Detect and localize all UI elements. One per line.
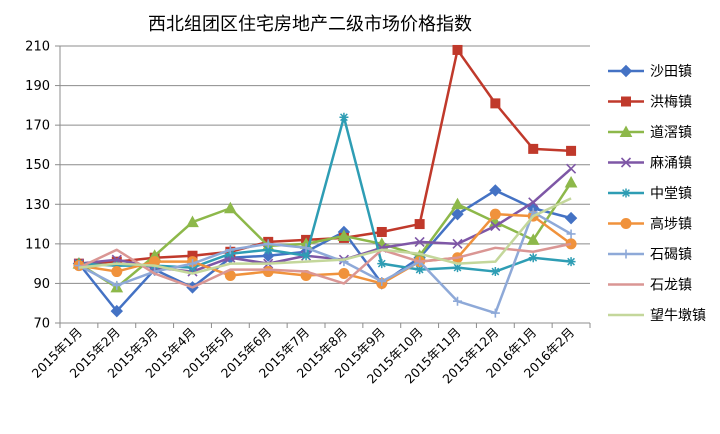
legend-item-2: 道滘镇: [608, 125, 692, 141]
legend-marker-1: [621, 96, 631, 107]
legend-item-4: 中堂镇: [608, 186, 692, 202]
legend-marker-0: [619, 64, 633, 78]
data-point-1-9: [414, 219, 425, 230]
data-point-6-6: [301, 243, 311, 253]
legend-item-1: 洪梅镇: [608, 95, 692, 111]
data-point-1-13: [566, 145, 577, 156]
data-point-5-11: [489, 208, 501, 220]
legend-label-8: 望牛墩镇: [650, 308, 706, 324]
data-point-6-1: [112, 280, 122, 290]
legend-marker-4: [621, 188, 631, 198]
legend-marker-3: [620, 157, 632, 168]
data-point-4-8: [377, 259, 387, 269]
data-point-2-7: [337, 229, 351, 241]
series-7: [78, 242, 572, 289]
data-point-4-13: [566, 257, 576, 267]
data-point-0-13: [564, 211, 578, 225]
y-tick-label-130: 130: [25, 198, 50, 213]
data-point-3-10: [452, 238, 463, 249]
data-point-0-11: [489, 184, 502, 197]
y-tick-label-170: 170: [25, 119, 50, 134]
legend-item-6: 石碣镇: [608, 247, 692, 263]
y-tick-label-190: 190: [25, 79, 50, 94]
axes: [55, 45, 591, 328]
series-line-6: [78, 210, 572, 315]
series-line-8: [78, 197, 572, 275]
legend-item-3: 麻涌镇: [608, 156, 692, 172]
chart-title: 西北组团区住宅房地产二级市场价格指数: [148, 14, 472, 35]
data-point-1-10: [452, 44, 463, 55]
data-point-6-11: [490, 308, 500, 318]
data-point-6-5: [263, 239, 273, 249]
data-point-4-6: [301, 251, 311, 261]
data-point-1-12: [528, 143, 539, 154]
legend-label-3: 麻涌镇: [650, 156, 692, 172]
data-point-2-10: [451, 197, 464, 210]
data-point-1-11: [490, 98, 501, 109]
data-point-3-12: [528, 197, 539, 208]
data-point-5-7: [338, 268, 350, 280]
legend-item-7: 石龙镇: [608, 278, 692, 294]
data-point-2-3: [186, 215, 199, 228]
data-point-2-13: [564, 175, 578, 188]
data-point-4-11: [490, 267, 500, 277]
y-tick-label-70: 70: [33, 317, 50, 332]
data-point-2-12: [526, 233, 540, 245]
data-point-3-13: [566, 163, 577, 174]
legend-label-1: 洪梅镇: [650, 95, 692, 111]
legend-label-4: 中堂镇: [650, 186, 692, 202]
legend-item-0: 沙田镇: [608, 64, 692, 80]
legend-marker-5: [620, 218, 632, 229]
series-line-3: [78, 167, 572, 273]
y-tick-label-210: 210: [25, 40, 50, 55]
series-line-5: [78, 212, 572, 285]
legend-marker-2: [619, 125, 633, 137]
series-line-0: [77, 189, 572, 313]
data-point-0-1: [110, 304, 123, 318]
data-point-4-1: [112, 261, 122, 271]
data-point-2-4: [224, 201, 237, 214]
y-tick-label-90: 90: [33, 277, 50, 292]
legend-label-2: 道滘镇: [650, 125, 692, 141]
data-point-6-13: [566, 229, 576, 239]
data-point-6-10: [453, 296, 462, 306]
legend-item-5: 高埗镇: [608, 216, 692, 233]
data-point-4-7: [339, 112, 349, 122]
data-point-4-5: [263, 245, 273, 255]
gridlines: [60, 45, 590, 284]
data-point-6-4: [225, 245, 235, 255]
legend-label-6: 石碣镇: [650, 247, 692, 263]
series-line-7: [78, 242, 572, 289]
data-point-6-3: [188, 259, 197, 269]
series-8: [78, 197, 572, 275]
legend-label-5: 高埗镇: [650, 216, 692, 233]
data-point-3-9: [414, 236, 425, 247]
data-point-5-1: [111, 266, 123, 278]
data-point-3-11: [490, 220, 501, 232]
series-line-2: [78, 181, 573, 289]
data-point-4-9: [415, 265, 425, 275]
data-point-6-8: [377, 276, 387, 286]
series-6: [74, 207, 576, 318]
legend-item-8: 望牛墩镇: [608, 308, 706, 324]
legend-label-0: 沙田镇: [650, 64, 692, 80]
y-tick-label-110: 110: [25, 237, 50, 252]
data-point-1-8: [376, 226, 387, 237]
y-tick-label-150: 150: [25, 158, 50, 173]
series-group: [72, 44, 578, 318]
data-point-0-10: [451, 207, 464, 221]
legend-marker-6: [621, 249, 631, 259]
y-axis-ticks: 70 90 110 130 150 170 190 210: [25, 40, 50, 332]
data-point-4-10: [453, 263, 462, 273]
legend-label-7: 石龙镇: [650, 278, 692, 294]
data-point-4-12: [528, 253, 538, 263]
data-point-5-5: [262, 266, 274, 278]
